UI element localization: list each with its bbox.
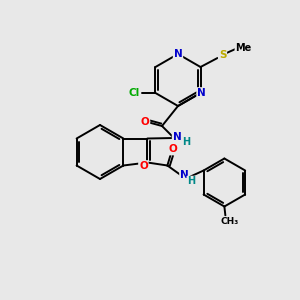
Text: Me: Me <box>236 43 252 53</box>
Text: N: N <box>180 169 189 179</box>
Text: N: N <box>174 49 182 59</box>
Text: S: S <box>219 50 226 60</box>
Text: Cl: Cl <box>129 88 140 98</box>
Text: CH₃: CH₃ <box>220 217 238 226</box>
Text: O: O <box>139 161 148 171</box>
Text: N: N <box>172 132 182 142</box>
Text: O: O <box>141 117 149 127</box>
Text: H: H <box>182 137 190 147</box>
Text: N: N <box>197 88 206 98</box>
Text: O: O <box>168 145 177 154</box>
Text: H: H <box>187 176 195 187</box>
